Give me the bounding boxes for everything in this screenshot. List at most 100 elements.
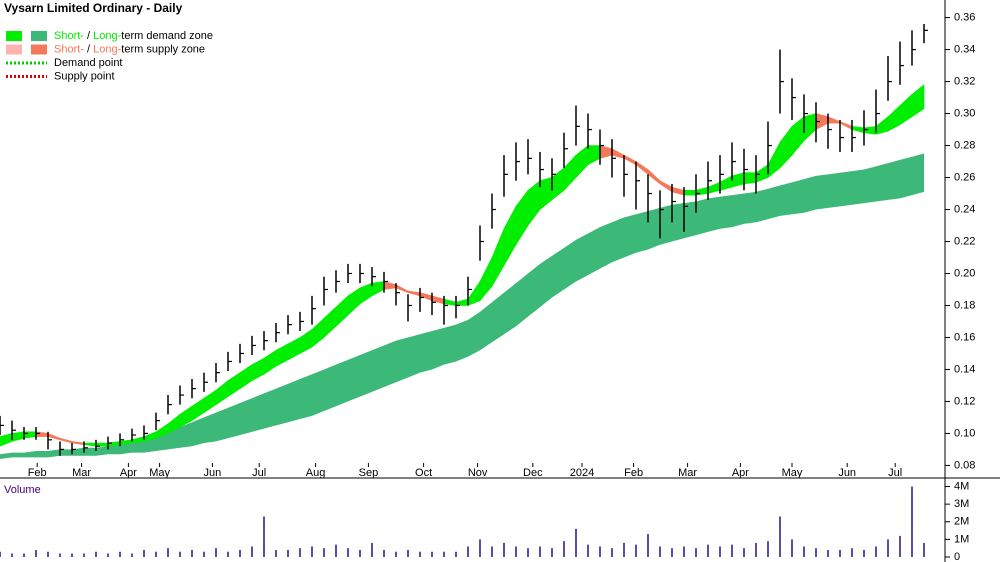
x-tick-label: Jul xyxy=(888,467,902,479)
short-term-supply-zone xyxy=(35,431,49,437)
short-term-demand-zone xyxy=(335,295,349,327)
legend-swatch xyxy=(31,31,47,41)
short-term-demand-zone xyxy=(191,397,205,422)
volume-bar xyxy=(791,539,793,557)
y-tick-label: 0.36 xyxy=(954,11,975,23)
short-term-demand-zone xyxy=(347,287,361,316)
volume-bar xyxy=(0,551,1,557)
short-term-supply-zone xyxy=(635,160,649,175)
volume-bar xyxy=(323,548,325,557)
volume-bar xyxy=(491,546,493,557)
short-term-supply-zone xyxy=(611,148,625,159)
short-term-demand-zone xyxy=(215,380,229,406)
short-term-demand-zone xyxy=(491,228,505,288)
legend-swatch xyxy=(6,44,22,55)
x-tick-label: Jun xyxy=(838,467,856,479)
legend-short: Short- xyxy=(54,43,84,55)
x-tick-label: Dec xyxy=(523,467,543,479)
volume-bar xyxy=(779,516,781,557)
x-tick-label: May xyxy=(782,467,803,479)
volume-bar xyxy=(407,549,409,557)
y-tick-label: 0.16 xyxy=(954,331,975,343)
volume-y-tick-label: 2M xyxy=(954,516,969,528)
short-term-supply-zone xyxy=(839,121,853,131)
volume-bar xyxy=(731,544,733,557)
volume-bar xyxy=(839,549,841,557)
volume-bar xyxy=(863,549,865,557)
volume-bar xyxy=(719,546,721,557)
short-term-demand-zone xyxy=(467,280,481,306)
y-tick-label: 0.34 xyxy=(954,43,975,55)
y-tick-label: 0.18 xyxy=(954,299,975,311)
short-term-demand-zone xyxy=(863,126,877,135)
legend-sep: / xyxy=(84,43,93,55)
volume-bar xyxy=(203,551,205,557)
short-term-demand-zone xyxy=(587,145,601,166)
short-term-demand-zone xyxy=(767,142,781,179)
short-term-demand-zone xyxy=(563,154,577,192)
volume-bar xyxy=(539,546,541,557)
short-term-demand-zone xyxy=(899,93,913,126)
volume-bar xyxy=(371,542,373,557)
short-term-supply-zone xyxy=(47,432,61,441)
legend-text: term demand zone xyxy=(121,30,213,42)
short-term-demand-zone xyxy=(539,177,553,211)
volume-bar xyxy=(527,548,529,557)
x-tick-label: May xyxy=(149,467,170,479)
volume-bar xyxy=(83,553,85,557)
x-tick-label: Aug xyxy=(306,467,326,479)
short-term-demand-zone xyxy=(311,317,325,348)
volume-title: Volume xyxy=(4,484,41,496)
short-term-demand-zone xyxy=(731,172,745,188)
short-term-demand-zone xyxy=(515,189,529,246)
short-term-demand-zone xyxy=(719,175,733,191)
volume-bar xyxy=(563,541,565,557)
volume-y-tick-label: 4M xyxy=(954,480,969,492)
y-tick-label: 0.24 xyxy=(954,203,975,215)
y-tick-label: 0.26 xyxy=(954,171,975,183)
volume-bar xyxy=(587,544,589,557)
volume-bar xyxy=(335,544,337,557)
short-term-demand-zone xyxy=(887,104,901,132)
volume-bar xyxy=(47,551,49,557)
y-tick-label: 0.14 xyxy=(954,363,975,375)
short-term-supply-zone xyxy=(407,290,421,297)
volume-bar xyxy=(431,551,433,557)
volume-bar xyxy=(827,549,829,557)
volume-bar xyxy=(875,546,877,557)
x-tick-label: Jun xyxy=(204,467,222,479)
volume-bar xyxy=(143,549,145,557)
short-term-supply-zone xyxy=(623,154,637,166)
legend-short: Short- xyxy=(54,30,84,42)
volume-bar xyxy=(767,541,769,557)
volume-bar xyxy=(11,553,13,557)
x-tick-label: Oct xyxy=(415,467,432,479)
volume-bar xyxy=(575,528,577,557)
short-term-demand-zone xyxy=(803,113,817,142)
volume-bar xyxy=(107,553,109,557)
volume-y-tick-label: 0 xyxy=(954,551,960,562)
short-term-demand-zone xyxy=(11,431,25,442)
volume-bar xyxy=(707,544,709,557)
legend-long: Long- xyxy=(93,43,121,55)
x-tick-label: Nov xyxy=(468,467,488,479)
volume-bar xyxy=(467,546,469,557)
volume-bar xyxy=(167,548,169,557)
x-tick-label: Feb xyxy=(28,467,47,479)
volume-bar xyxy=(455,551,457,557)
volume-bar xyxy=(359,549,361,557)
volume-bar xyxy=(263,516,265,557)
short-term-demand-zone xyxy=(251,357,265,382)
short-term-demand-zone xyxy=(23,431,37,439)
x-tick-label: Sep xyxy=(359,467,379,479)
volume-bar xyxy=(239,549,241,557)
volume-bar xyxy=(695,548,697,557)
x-tick-label: Apr xyxy=(732,467,749,479)
volume-bar xyxy=(347,548,349,557)
y-tick-label: 0.08 xyxy=(954,459,975,471)
short-term-demand-zone xyxy=(911,84,925,118)
volume-bar xyxy=(215,548,217,557)
short-term-demand-zone xyxy=(503,206,517,267)
volume-bar xyxy=(179,551,181,557)
